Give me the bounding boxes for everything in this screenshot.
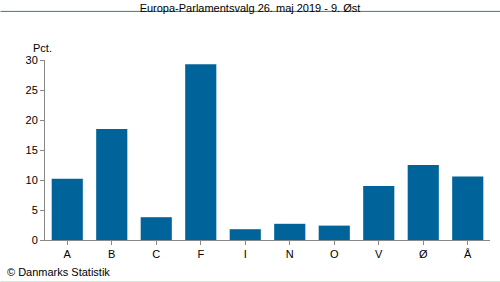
svg-text:V: V (375, 248, 383, 260)
svg-text:25: 25 (26, 84, 38, 96)
svg-text:I: I (244, 248, 247, 260)
svg-text:20: 20 (26, 114, 38, 126)
svg-text:30: 30 (26, 54, 38, 66)
svg-text:C: C (152, 248, 160, 260)
svg-text:A: A (64, 248, 72, 260)
svg-text:5: 5 (32, 204, 38, 216)
svg-text:0: 0 (32, 234, 38, 246)
svg-text:Pct.: Pct. (33, 42, 52, 54)
svg-text:Ø: Ø (419, 248, 428, 260)
svg-text:15: 15 (26, 144, 38, 156)
svg-text:F: F (197, 248, 204, 260)
svg-text:© Danmarks Statistik: © Danmarks Statistik (7, 266, 110, 278)
svg-text:Å: Å (464, 248, 472, 260)
svg-text:10: 10 (26, 174, 38, 186)
svg-text:Europa-Parlamentsvalg 26. maj: Europa-Parlamentsvalg 26. maj 2019 - 9. … (140, 2, 361, 14)
svg-text:O: O (330, 248, 339, 260)
svg-text:B: B (108, 248, 115, 260)
svg-text:N: N (286, 248, 294, 260)
